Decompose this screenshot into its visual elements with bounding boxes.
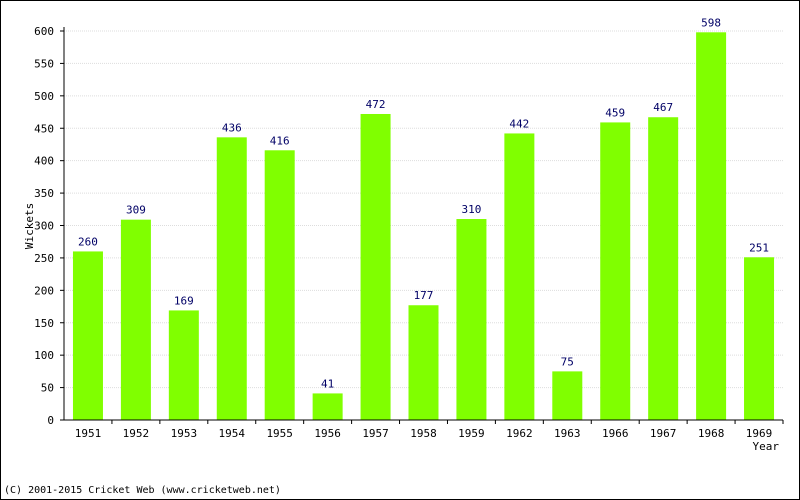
copyright-footer: (C) 2001-2015 Cricket Web (www.cricketwe…	[4, 485, 281, 496]
y-tick-label: 250	[34, 252, 54, 265]
data-label: 436	[222, 121, 242, 134]
bar	[696, 32, 727, 421]
y-tick-label: 300	[34, 220, 54, 233]
x-tick-label: 1963	[554, 427, 581, 440]
bar	[264, 150, 295, 420]
bar	[312, 393, 343, 420]
x-tick-label: 1956	[314, 427, 341, 440]
bar	[216, 137, 247, 420]
x-tick-label: 1951	[75, 427, 102, 440]
x-tick-label: 1958	[410, 427, 437, 440]
data-label: 467	[653, 101, 673, 114]
bar	[360, 113, 391, 420]
data-label: 177	[414, 289, 434, 302]
bar	[600, 122, 631, 420]
y-tick-label: 550	[34, 57, 54, 70]
y-tick-label: 350	[34, 187, 54, 200]
x-tick-label: 1962	[506, 427, 533, 440]
x-tick-label: 1952	[123, 427, 150, 440]
bar	[744, 257, 775, 420]
bar	[648, 117, 679, 420]
y-tick-label: 600	[34, 25, 54, 38]
bar	[168, 310, 199, 420]
y-tick-label: 150	[34, 317, 54, 330]
data-label: 310	[461, 203, 481, 216]
data-labels: 260 309 169 436 416 41 472 177 310 442 75 459 467 598…	[78, 16, 769, 390]
data-label: 41	[321, 377, 334, 390]
x-tick-label: 1966	[602, 427, 629, 440]
bar	[504, 133, 535, 421]
y-tick-labels: 0 50 100 150 200 250 300 350 400 450 500 550 600	[34, 25, 54, 427]
x-tick-label: 1969	[746, 427, 773, 440]
x-tick-label: 1953	[171, 427, 198, 440]
y-tick-label: 50	[41, 382, 54, 395]
bar	[120, 219, 151, 420]
data-label: 75	[561, 355, 574, 368]
bar	[408, 305, 439, 420]
y-tick-label: 200	[34, 284, 54, 297]
y-axis-title: Wickets	[23, 203, 36, 249]
y-tick-label: 450	[34, 122, 54, 135]
y-tick-label: 400	[34, 155, 54, 168]
bar	[72, 251, 103, 420]
y-tick-label: 500	[34, 90, 54, 103]
data-label: 251	[749, 241, 769, 254]
x-tick-label: 1957	[362, 427, 389, 440]
data-label: 442	[509, 117, 529, 130]
x-tick-label: 1959	[458, 427, 485, 440]
bar	[456, 219, 487, 420]
data-label: 260	[78, 235, 98, 248]
x-axis-title: Year	[753, 440, 780, 453]
x-tick-label: 1954	[219, 427, 246, 440]
x-tick-label: 1955	[266, 427, 293, 440]
bars	[72, 32, 775, 421]
y-tick-label: 0	[47, 414, 54, 427]
data-label: 598	[701, 16, 721, 29]
data-label: 309	[126, 204, 146, 217]
axes	[60, 27, 784, 424]
data-label: 416	[270, 134, 290, 147]
y-tick-label: 100	[34, 349, 54, 362]
bar	[552, 371, 583, 420]
data-label: 169	[174, 294, 194, 307]
x-tick-label: 1967	[650, 427, 677, 440]
data-label: 459	[605, 106, 625, 119]
x-tick-label: 1968	[698, 427, 725, 440]
x-tick-labels: 1951 1952 1953 1954 1955 1956 1957 1958 1959 1962…	[75, 427, 773, 440]
data-label: 472	[366, 98, 386, 111]
